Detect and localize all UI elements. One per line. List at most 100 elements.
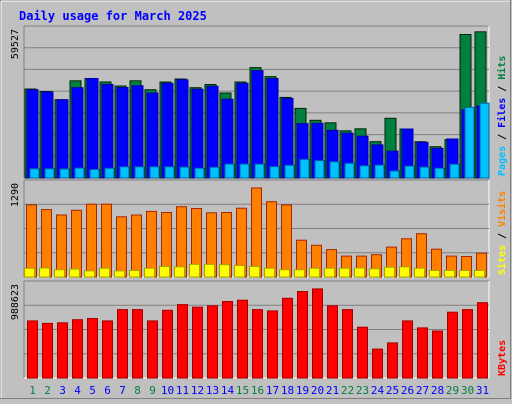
bar-pages-day-19	[299, 158, 310, 179]
bar-sites-day-19	[294, 269, 305, 278]
bar-kbytes-day-22	[342, 309, 353, 379]
bar-pages-day-12	[194, 167, 205, 179]
bar-pages-day-28	[434, 167, 445, 179]
bar-sites-day-28	[429, 270, 440, 278]
x-axis-labels: 1 2 3 4 5 6 7 8 9 10 11 12 13 14 15 16 17 18 19 20 21 22 23 24 2…	[29, 384, 489, 397]
bar-kbytes-day-4	[72, 319, 83, 379]
bar-sites-day-5	[84, 270, 95, 278]
bar-files-day-8	[131, 85, 144, 179]
chart-panels: 59527 Pages / Files / Hits 1290 Sites / Vis…	[10, 25, 508, 379]
bar-kbytes-day-2	[42, 322, 53, 379]
x-tick-label-day-4: 4	[74, 384, 81, 397]
x-tick-label-day-16: 16	[251, 384, 264, 397]
bar-files-day-17	[266, 78, 279, 179]
bar-pages-day-25	[389, 170, 400, 179]
bar-sites-day-27	[414, 267, 425, 278]
x-tick-label-day-7: 7	[119, 384, 126, 397]
x-tick-label-day-2: 2	[44, 384, 51, 397]
bar-kbytes-day-30	[462, 309, 473, 379]
legend-separator: /	[497, 80, 508, 98]
bar-sites-day-24	[369, 268, 380, 278]
bar-pages-day-3	[59, 168, 70, 179]
x-tick-label-day-24: 24	[371, 384, 385, 397]
bar-visits-day-2	[41, 209, 52, 278]
bar-pages-day-15	[239, 163, 250, 179]
x-tick-label-day-28: 28	[431, 384, 444, 397]
y-max-label: 59527	[10, 29, 21, 59]
bar-visits-day-8	[131, 214, 142, 278]
bar-kbytes-day-1	[27, 320, 38, 379]
bar-pages-day-26	[404, 165, 415, 179]
bar-sites-day-30	[459, 270, 470, 278]
bar-sites-day-1	[24, 267, 35, 278]
bar-sites-day-10	[159, 266, 170, 278]
bar-kbytes-day-3	[57, 322, 68, 379]
bar-files-day-10	[161, 82, 174, 179]
x-tick-label-day-13: 13	[206, 384, 219, 397]
bar-files-day-3	[56, 99, 69, 179]
bar-sites-day-20	[309, 267, 320, 278]
bar-pages-day-30	[464, 106, 475, 179]
bar-pages-day-4	[74, 167, 85, 179]
bar-kbytes-day-5	[87, 318, 98, 379]
x-tick-label-day-30: 30	[461, 384, 474, 397]
x-tick-label-day-11: 11	[176, 384, 189, 397]
bar-kbytes-day-20	[312, 288, 323, 379]
bar-kbytes-day-7	[117, 309, 128, 379]
x-tick-label-day-27: 27	[416, 384, 429, 397]
legend-pages: Pages	[497, 146, 508, 176]
bar-kbytes-day-11	[177, 304, 188, 379]
x-tick-label-day-21: 21	[326, 384, 339, 397]
x-tick-label-day-25: 25	[386, 384, 399, 397]
bar-files-day-13	[206, 85, 219, 179]
bar-pages-day-10	[164, 166, 175, 179]
legend-separator: /	[497, 227, 508, 245]
bar-files-day-16	[251, 70, 264, 179]
x-tick-label-day-9: 9	[149, 384, 156, 397]
bar-visits-day-9	[146, 210, 157, 278]
bar-sites-day-22	[339, 267, 350, 278]
bar-files-day-1	[26, 89, 39, 179]
bar-kbytes-day-13	[207, 305, 218, 379]
bar-pages-day-7	[119, 166, 130, 179]
bar-sites-day-12	[189, 263, 200, 278]
chart-title: Daily usage for March 2025	[19, 9, 207, 23]
bar-files-day-12	[191, 88, 204, 179]
series-legend: Sites / Visits	[496, 191, 508, 275]
x-tick-label-day-1: 1	[29, 384, 36, 397]
bar-sites-day-13	[204, 263, 215, 278]
bar-kbytes-day-18	[282, 297, 293, 379]
bar-visits-day-5	[86, 203, 97, 278]
bar-pages-day-9	[149, 166, 160, 179]
series-legend: Pages / Files / Hits	[496, 56, 508, 176]
x-tick-label-day-15: 15	[236, 384, 249, 397]
x-tick-label-day-6: 6	[104, 384, 111, 397]
bar-kbytes-day-27	[417, 327, 428, 379]
bar-sites-day-16	[249, 266, 260, 278]
bar-sites-day-15	[234, 265, 245, 278]
bar-kbytes-day-8	[132, 309, 143, 379]
bar-files-day-9	[146, 92, 159, 179]
bar-visits-day-18	[281, 204, 292, 278]
bar-visits-day-7	[116, 216, 127, 278]
bar-pages-day-1	[29, 168, 40, 179]
bar-sites-day-6	[99, 267, 110, 278]
x-tick-label-day-20: 20	[311, 384, 324, 397]
x-tick-label-day-5: 5	[89, 384, 96, 397]
bar-kbytes-day-19	[297, 291, 308, 379]
bar-pages-day-27	[419, 166, 430, 179]
x-tick-label-day-18: 18	[281, 384, 294, 397]
x-tick-label-day-14: 14	[221, 384, 235, 397]
bar-pages-day-22	[344, 162, 355, 179]
bar-sites-day-31	[474, 270, 485, 278]
x-tick-label-day-22: 22	[341, 384, 354, 397]
bar-pages-day-21	[329, 161, 340, 179]
panel-2: 1290 Sites / Visits	[10, 179, 508, 278]
bar-pages-day-14	[224, 163, 235, 179]
bar-kbytes-day-23	[357, 326, 368, 379]
bar-files-day-7	[116, 87, 129, 179]
bar-visits-day-3	[56, 214, 67, 278]
bar-pages-day-11	[179, 166, 190, 179]
